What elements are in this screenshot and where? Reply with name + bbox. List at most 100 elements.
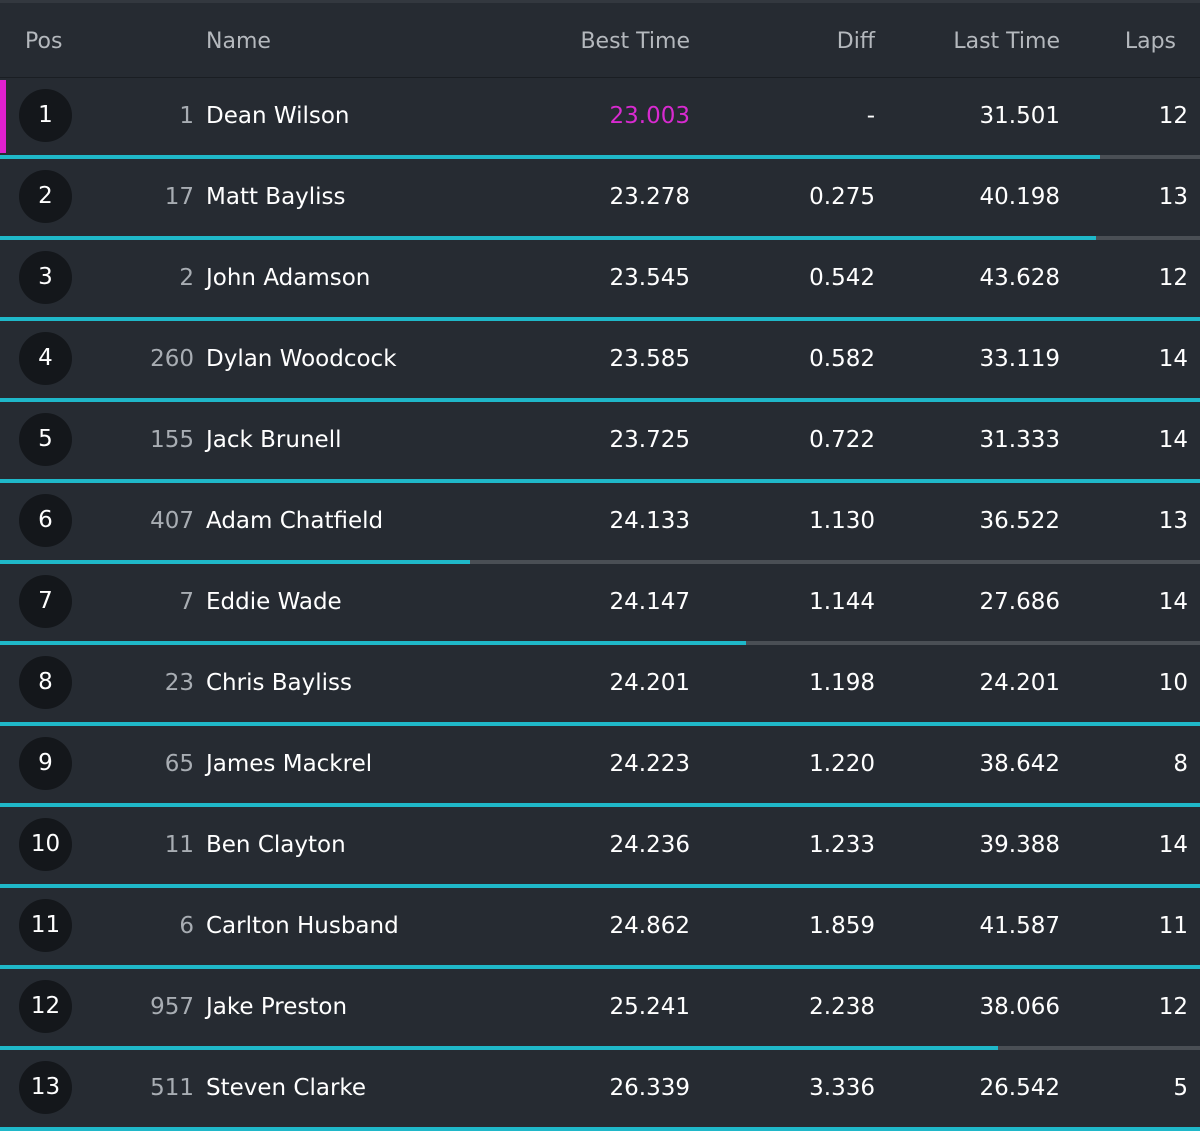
table-row[interactable]: 13 511 Steven Clarke 26.339 3.336 26.542 5	[0, 1050, 1200, 1131]
best-time: 24.133	[609, 508, 690, 534]
laps-count: 14	[1158, 346, 1188, 372]
lap-progress-track	[0, 803, 1200, 807]
driver-name: Jake Preston	[206, 994, 348, 1020]
driver-name: Ben Clayton	[206, 832, 346, 858]
driver-name: Dylan Woodcock	[206, 346, 397, 372]
lap-progress-track	[0, 560, 1200, 564]
lap-progress-fill	[0, 398, 1200, 402]
header-name[interactable]: Name	[206, 29, 271, 54]
header-pos[interactable]: Pos	[25, 29, 63, 54]
header-diff[interactable]: Diff	[836, 29, 875, 54]
driver-name: John Adamson	[206, 265, 371, 291]
lap-progress-track	[0, 884, 1200, 888]
laps-count: 14	[1158, 589, 1188, 615]
position-badge: 12	[19, 980, 72, 1033]
last-time: 33.119	[979, 346, 1060, 372]
best-time: 23.725	[609, 427, 690, 453]
car-number: 2	[179, 265, 194, 291]
table-row[interactable]: 5 155 Jack Brunell 23.725 0.722 31.333 14	[0, 402, 1200, 483]
header-laps[interactable]: Laps	[1124, 29, 1176, 54]
lap-progress-track	[0, 965, 1200, 969]
laps-count: 12	[1158, 103, 1188, 129]
best-time: 23.278	[609, 184, 690, 210]
driver-name: Eddie Wade	[206, 589, 342, 615]
lap-progress-track	[0, 1046, 1200, 1050]
driver-name: Matt Bayliss	[206, 184, 346, 210]
header-best-time[interactable]: Best Time	[580, 29, 690, 54]
position-badge: 11	[19, 899, 72, 952]
driver-name: Carlton Husband	[206, 913, 399, 939]
diff-time: 3.336	[809, 1075, 875, 1101]
best-time: 23.545	[609, 265, 690, 291]
lap-progress-track	[0, 317, 1200, 321]
last-time: 31.501	[979, 103, 1060, 129]
lap-progress-fill	[0, 722, 1200, 726]
diff-time: 1.144	[809, 589, 875, 615]
lap-progress-track	[0, 398, 1200, 402]
laps-count: 10	[1158, 670, 1188, 696]
laps-count: 13	[1158, 184, 1188, 210]
best-time: 24.236	[609, 832, 690, 858]
car-number: 957	[150, 994, 194, 1020]
table-row[interactable]: 12 957 Jake Preston 25.241 2.238 38.066 12	[0, 969, 1200, 1050]
diff-time: 1.859	[809, 913, 875, 939]
diff-time: 1.198	[809, 670, 875, 696]
best-time: 24.862	[609, 913, 690, 939]
driver-name: James Mackrel	[206, 751, 373, 777]
best-time: 24.201	[609, 670, 690, 696]
lap-progress-fill	[0, 965, 1200, 969]
position-badge: 10	[19, 818, 72, 871]
header-last-time[interactable]: Last Time	[953, 29, 1060, 54]
last-time: 41.587	[979, 913, 1060, 939]
position-badge: 9	[19, 737, 72, 790]
table-row[interactable]: 9 65 James Mackrel 24.223 1.220 38.642 8	[0, 726, 1200, 807]
position-badge: 2	[19, 170, 72, 223]
diff-time: 0.542	[809, 265, 875, 291]
table-row[interactable]: 6 407 Adam Chatfield 24.133 1.130 36.522 13	[0, 483, 1200, 564]
table-row[interactable]: 7 7 Eddie Wade 24.147 1.144 27.686 14	[0, 564, 1200, 645]
car-number: 11	[164, 832, 194, 858]
last-time: 38.066	[979, 994, 1060, 1020]
laps-count: 13	[1158, 508, 1188, 534]
lap-progress-fill	[0, 803, 1200, 807]
table-row[interactable]: 1 1 Dean Wilson 23.003 - 31.501 12	[0, 78, 1200, 159]
car-number: 23	[164, 670, 194, 696]
diff-time: 0.275	[809, 184, 875, 210]
last-time: 27.686	[979, 589, 1060, 615]
table-row[interactable]: 8 23 Chris Bayliss 24.201 1.198 24.201 10	[0, 645, 1200, 726]
last-time: 24.201	[979, 670, 1060, 696]
lap-progress-track	[0, 641, 1200, 645]
table-row[interactable]: 4 260 Dylan Woodcock 23.585 0.582 33.119 14	[0, 321, 1200, 402]
table-row[interactable]: 10 11 Ben Clayton 24.236 1.233 39.388 14	[0, 807, 1200, 888]
car-number: 155	[150, 427, 194, 453]
best-time: 26.339	[609, 1075, 690, 1101]
position-badge: 5	[19, 413, 72, 466]
table-row[interactable]: 3 2 John Adamson 23.545 0.542 43.628 12	[0, 240, 1200, 321]
last-time: 40.198	[979, 184, 1060, 210]
car-number: 6	[179, 913, 194, 939]
lap-progress-fill	[0, 1046, 999, 1050]
position-badge: 7	[19, 575, 72, 628]
position-badge: 1	[19, 89, 72, 142]
lap-progress-fill	[0, 641, 747, 645]
last-time: 39.388	[979, 832, 1060, 858]
last-time: 36.522	[979, 508, 1060, 534]
diff-time: 1.220	[809, 751, 875, 777]
laps-count: 12	[1158, 994, 1188, 1020]
position-badge: 4	[19, 332, 72, 385]
laps-count: 12	[1158, 265, 1188, 291]
lap-progress-fill	[0, 317, 1200, 321]
lap-progress-fill	[0, 560, 471, 564]
last-time: 31.333	[979, 427, 1060, 453]
lap-progress-fill	[0, 1127, 1200, 1131]
car-number: 407	[150, 508, 194, 534]
car-number: 260	[150, 346, 194, 372]
best-time: 24.147	[609, 589, 690, 615]
driver-name: Steven Clarke	[206, 1075, 367, 1101]
lap-progress-track	[0, 1127, 1200, 1131]
lap-progress-track	[0, 236, 1200, 240]
diff-time: -	[866, 103, 875, 129]
best-time: 23.585	[609, 346, 690, 372]
table-row[interactable]: 2 17 Matt Bayliss 23.278 0.275 40.198 13	[0, 159, 1200, 240]
table-row[interactable]: 11 6 Carlton Husband 24.862 1.859 41.587 11	[0, 888, 1200, 969]
